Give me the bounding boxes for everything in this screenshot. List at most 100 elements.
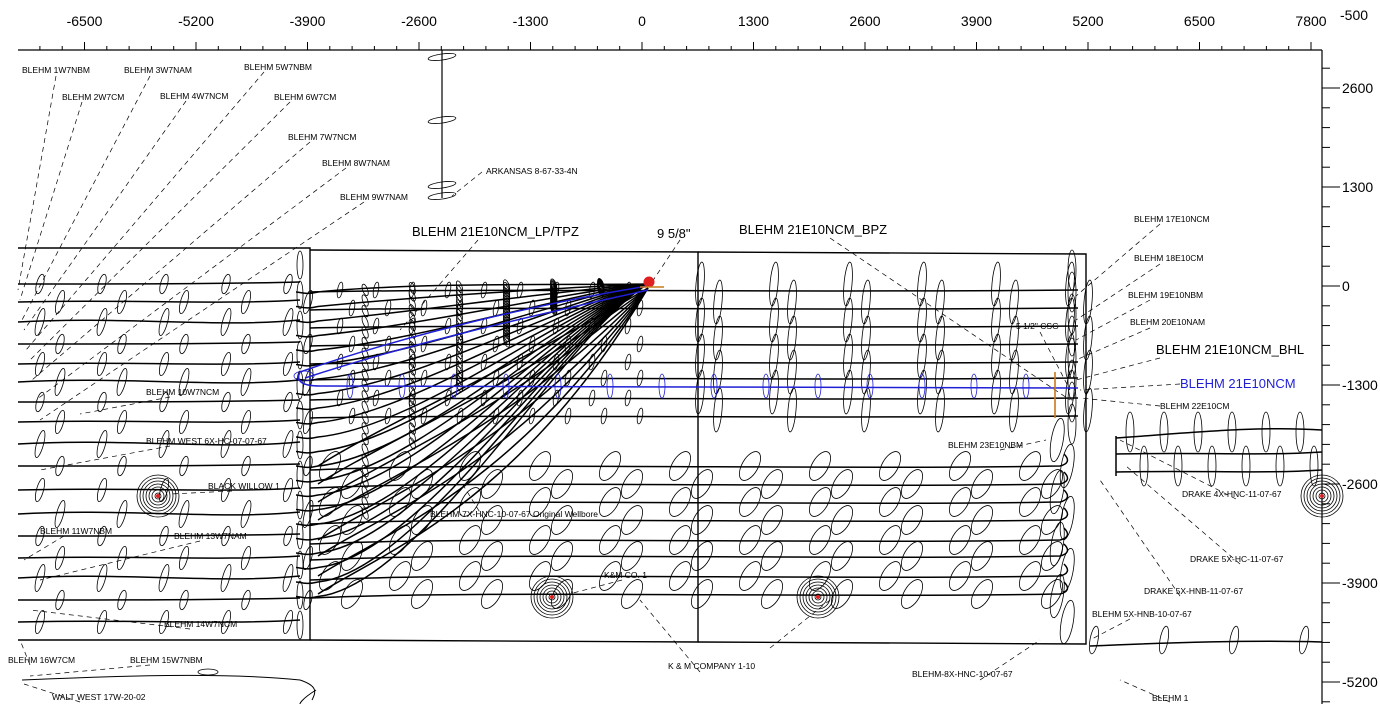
fan-lateral bbox=[295, 283, 649, 353]
fan-lateral bbox=[295, 283, 649, 483]
uncertainty-ellipse bbox=[241, 333, 251, 355]
label-leader bbox=[769, 599, 831, 649]
uncertainty-ellipse bbox=[296, 490, 304, 520]
label-b19e: BLEHM 19E10NBM bbox=[1128, 290, 1203, 300]
vertical-well-ring bbox=[145, 483, 171, 509]
uncertainty-ellipse bbox=[669, 451, 691, 481]
west-lateral bbox=[17, 597, 301, 601]
uncertainty-ellipse bbox=[621, 505, 643, 535]
label-leader bbox=[639, 599, 701, 673]
uncertainty-ellipse bbox=[1173, 445, 1183, 487]
label-drake5xhc: DRAKE 5X-HC-11-07-67 bbox=[1190, 554, 1284, 564]
uncertainty-ellipse bbox=[96, 564, 108, 592]
vertical-well-ring bbox=[796, 575, 840, 619]
uncertainty-ellipse bbox=[372, 281, 380, 299]
uncertainty-ellipse bbox=[411, 541, 433, 571]
uncertainty-ellipse bbox=[97, 477, 107, 503]
uncertainty-ellipse bbox=[179, 589, 189, 611]
x-tick-label: 3900 bbox=[961, 13, 992, 29]
uncertainty-ellipse bbox=[528, 407, 536, 425]
uncertainty-ellipse bbox=[691, 469, 713, 499]
uncertainty-ellipse bbox=[492, 335, 500, 353]
uncertainty-ellipse bbox=[35, 609, 45, 635]
uncertainty-ellipse bbox=[1059, 547, 1075, 593]
label-leader bbox=[1075, 263, 1161, 321]
uncertainty-ellipse bbox=[361, 294, 369, 307]
uncertainty-ellipse bbox=[158, 308, 170, 336]
west-lateral bbox=[17, 555, 301, 559]
uncertainty-ellipse bbox=[179, 455, 189, 477]
uncertainty-ellipse bbox=[384, 335, 392, 353]
uncertainty-ellipse bbox=[361, 315, 369, 328]
offset-vertical-wells bbox=[136, 474, 1344, 619]
uncertainty-ellipse bbox=[551, 469, 573, 499]
y-tick-label: 2600 bbox=[1342, 80, 1373, 96]
uncertainty-ellipse bbox=[35, 525, 45, 547]
label-leader bbox=[31, 141, 311, 381]
uncertainty-ellipse bbox=[336, 281, 344, 299]
uncertainty-ellipse bbox=[35, 477, 45, 503]
uncertainty-ellipse bbox=[319, 487, 341, 517]
x-tick-label: -6500 bbox=[67, 13, 103, 29]
x-tick-label: -3900 bbox=[290, 13, 326, 29]
east-lateral bbox=[309, 415, 1079, 419]
uncertainty-ellipse bbox=[739, 451, 761, 481]
uncertainty-ellipse bbox=[455, 308, 463, 322]
uncertainty-ellipse bbox=[117, 409, 127, 435]
vertical-well-ring bbox=[1315, 489, 1329, 503]
uncertainty-ellipse bbox=[831, 505, 853, 535]
west-lateral bbox=[17, 619, 301, 623]
uncertainty-ellipse bbox=[599, 561, 621, 591]
uncertainty-ellipse bbox=[529, 525, 551, 555]
uncertainty-ellipse bbox=[455, 365, 463, 378]
uncertainty-ellipse bbox=[1067, 337, 1077, 379]
label-km110: K & M COMPANY 1-10 bbox=[668, 661, 755, 671]
uncertainty-ellipse bbox=[116, 368, 128, 396]
uncertainty-ellipse bbox=[588, 353, 596, 371]
uncertainty-ellipse bbox=[564, 369, 572, 387]
uncertainty-ellipse bbox=[283, 525, 293, 547]
uncertainty-ellipse bbox=[503, 332, 511, 345]
east-lateral bbox=[309, 325, 1079, 329]
uncertainty-ellipse bbox=[621, 579, 643, 609]
uncertainty-ellipse bbox=[241, 545, 251, 571]
lateral-wellbores bbox=[17, 281, 1079, 623]
vertical-well-center bbox=[156, 494, 160, 498]
uncertainty-ellipse bbox=[459, 487, 481, 517]
uncertainty-ellipse bbox=[303, 589, 313, 611]
uncertainty-ellipse bbox=[283, 273, 293, 295]
uncertainty-ellipse bbox=[713, 387, 723, 433]
label-leader bbox=[1075, 357, 1161, 381]
uncertainty-ellipse bbox=[1228, 625, 1240, 655]
uncertainty-ellipse bbox=[1009, 387, 1019, 433]
uncertainty-ellipse bbox=[528, 299, 536, 317]
uncertainty-ellipse bbox=[384, 407, 392, 425]
uncertainty-ellipse bbox=[348, 335, 356, 353]
uncertainty-ellipse bbox=[636, 299, 644, 317]
uncertainty-ellipse bbox=[1139, 445, 1149, 487]
uncertainty-ellipse bbox=[971, 541, 993, 571]
vertical-well-ring bbox=[808, 587, 828, 607]
uncertainty-ellipse bbox=[809, 451, 831, 481]
uncertainty-ellipse bbox=[529, 487, 551, 517]
vertical-well-ring bbox=[548, 593, 556, 601]
label-leader bbox=[35, 167, 347, 401]
label-leader bbox=[1075, 223, 1161, 297]
uncertainty-ellipse bbox=[34, 430, 46, 458]
uncertainty-ellipse bbox=[296, 310, 304, 340]
uncertainty-ellipse bbox=[1049, 573, 1065, 619]
label-bw10: BLEHM 10W7NCM bbox=[146, 387, 219, 397]
uncertainty-ellipse bbox=[1298, 625, 1310, 655]
uncertainty-ellipse bbox=[1019, 561, 1041, 591]
uncertainty-ellipse bbox=[55, 409, 65, 435]
uncertainty-ellipse bbox=[455, 323, 463, 336]
uncertainty-ellipse bbox=[283, 609, 293, 635]
uncertainty-ellipse bbox=[116, 500, 128, 528]
uncertainty-ellipse bbox=[55, 455, 65, 477]
uncertainty-ellipse bbox=[241, 589, 251, 611]
uncertainty-ellipse bbox=[455, 346, 463, 360]
lower-lateral bbox=[309, 581, 1069, 599]
uncertainty-ellipse bbox=[809, 487, 831, 517]
vertical-well-ring bbox=[151, 489, 165, 503]
uncertainty-ellipse bbox=[420, 299, 428, 317]
